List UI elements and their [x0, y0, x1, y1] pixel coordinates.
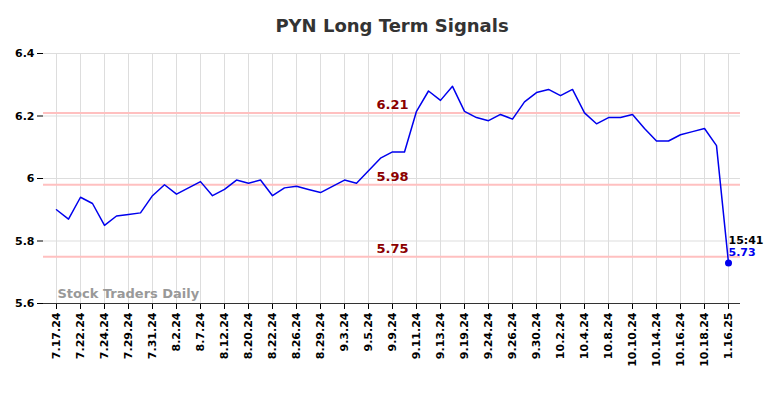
svg-text:8.22.24: 8.22.24: [266, 312, 279, 359]
svg-text:10.14.24: 10.14.24: [650, 312, 663, 367]
svg-text:6: 6: [27, 172, 35, 185]
svg-text:10.16.24: 10.16.24: [674, 312, 687, 367]
svg-text:8.2.24: 8.2.24: [170, 312, 183, 351]
svg-text:9.30.24: 9.30.24: [530, 312, 543, 359]
svg-text:5.75: 5.75: [376, 241, 408, 256]
svg-text:9.5.24: 9.5.24: [362, 312, 375, 351]
svg-text:5.8: 5.8: [15, 235, 35, 248]
svg-text:8.20.24: 8.20.24: [242, 312, 255, 359]
svg-text:9.26.24: 9.26.24: [506, 312, 519, 359]
svg-text:8.12.24: 8.12.24: [218, 312, 231, 359]
svg-text:9.9.24: 9.9.24: [386, 312, 399, 351]
svg-text:15:41: 15:41: [728, 234, 764, 248]
svg-text:10.10.24: 10.10.24: [626, 312, 639, 367]
svg-text:7.22.24: 7.22.24: [74, 312, 87, 359]
svg-text:1.16.25: 1.16.25: [722, 313, 735, 360]
svg-text:6.21: 6.21: [376, 97, 408, 112]
svg-text:9.19.24: 9.19.24: [458, 312, 471, 359]
svg-text:10.2.24: 10.2.24: [554, 312, 567, 359]
svg-text:5.6: 5.6: [15, 297, 35, 310]
svg-text:Stock Traders Daily: Stock Traders Daily: [58, 286, 200, 301]
svg-text:9.24.24: 9.24.24: [482, 312, 495, 359]
svg-text:10.4.24: 10.4.24: [578, 312, 591, 359]
svg-text:8.29.24: 8.29.24: [314, 312, 327, 359]
svg-text:7.24.24: 7.24.24: [98, 312, 111, 359]
svg-text:8.26.24: 8.26.24: [290, 312, 303, 359]
svg-text:10.8.24: 10.8.24: [602, 312, 615, 359]
svg-text:6.2: 6.2: [15, 110, 35, 123]
svg-text:9.3.24: 9.3.24: [338, 312, 351, 351]
html-text:PYN Long Term Signals: PYN Long Term Signals: [275, 15, 509, 36]
svg-text:5.98: 5.98: [376, 169, 408, 184]
svg-text:7.31.24: 7.31.24: [146, 312, 159, 359]
svg-text:7.29.24: 7.29.24: [122, 312, 135, 359]
svg-text:5.73: 5.73: [729, 246, 756, 259]
svg-text:8.7.24: 8.7.24: [194, 312, 207, 351]
svg-text:9.13.24: 9.13.24: [434, 312, 447, 359]
svg-text:7.17.24: 7.17.24: [50, 312, 63, 359]
svg-text:6.4: 6.4: [15, 47, 35, 60]
svg-text:9.11.24: 9.11.24: [410, 312, 423, 359]
svg-text:10.18.24: 10.18.24: [698, 312, 711, 367]
